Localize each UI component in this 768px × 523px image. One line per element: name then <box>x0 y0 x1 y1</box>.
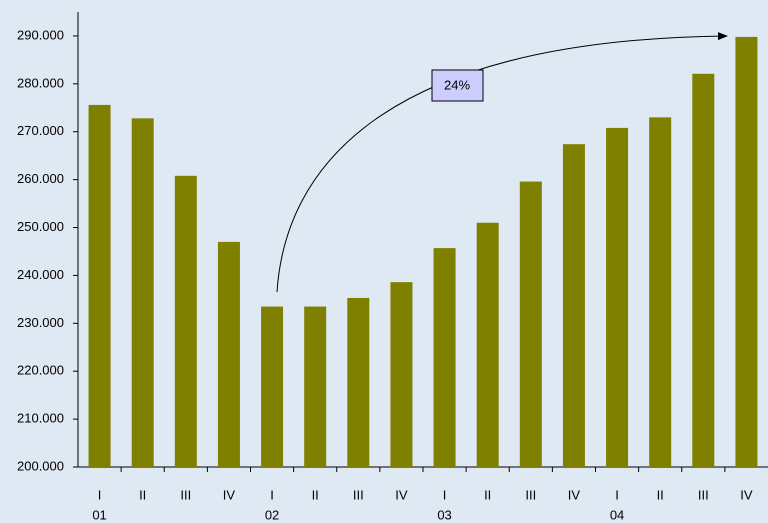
y-tick-label: 290.000 <box>17 27 64 42</box>
x-tick-label: IV <box>395 487 408 502</box>
y-tick-label: 200.000 <box>17 458 64 473</box>
y-tick-label: 270.000 <box>17 123 64 138</box>
bar <box>649 117 672 468</box>
x-tick-label: I <box>615 487 619 502</box>
bar <box>692 73 715 467</box>
bar <box>390 282 413 467</box>
x-tick-label: III <box>353 487 364 502</box>
y-tick-label: 230.000 <box>17 315 64 330</box>
bar <box>174 175 197 468</box>
y-tick-label: 260.000 <box>17 171 64 186</box>
x-tick-label: IV <box>568 487 581 502</box>
bar <box>519 181 542 467</box>
annotation: 24% <box>444 77 470 92</box>
x-tick-label: I <box>270 487 274 502</box>
y-tick-label: 250.000 <box>17 219 64 234</box>
x-tick-label: II <box>657 487 664 502</box>
bar <box>217 241 240 467</box>
x-tick-label: II <box>484 487 491 502</box>
x-tick-label: I <box>443 487 447 502</box>
trend-arrow <box>276 32 728 293</box>
x-tick-label: II <box>139 487 146 502</box>
bar <box>304 306 327 467</box>
x-tick-label: I <box>98 487 102 502</box>
x-tick-label: IV <box>740 487 753 502</box>
x-tick-label: IV <box>223 487 236 502</box>
year-label: 03 <box>437 507 451 522</box>
bar <box>131 118 154 467</box>
bar <box>347 297 370 467</box>
bar <box>735 36 758 467</box>
bar <box>433 248 456 467</box>
x-tick-label: III <box>525 487 536 502</box>
year-label: 04 <box>610 507 624 522</box>
year-label: 01 <box>92 507 106 522</box>
bar <box>261 306 284 467</box>
x-tick-label: III <box>698 487 709 502</box>
annotation-box <box>431 69 484 102</box>
bar <box>606 127 629 467</box>
x-tick-label: III <box>180 487 191 502</box>
bar <box>476 222 499 467</box>
bar <box>88 104 111 468</box>
y-tick-label: 210.000 <box>17 411 64 426</box>
year-label: 02 <box>265 507 279 522</box>
y-tick-label: 280.000 <box>17 75 64 90</box>
x-tick-label: II <box>312 487 319 502</box>
y-tick-label: 220.000 <box>17 363 64 378</box>
y-tick-label: 240.000 <box>17 267 64 282</box>
bar <box>562 144 585 468</box>
